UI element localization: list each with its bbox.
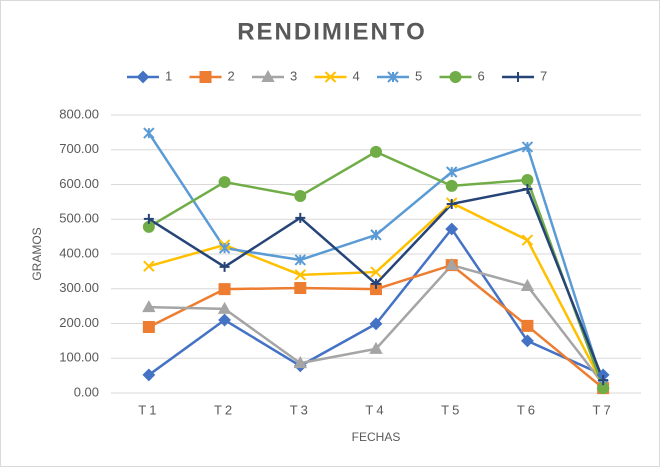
data-point	[143, 213, 154, 224]
legend-marker	[136, 70, 150, 84]
legend-label: 4	[353, 68, 360, 83]
data-point	[446, 198, 457, 209]
data-point	[598, 375, 609, 386]
data-point	[369, 145, 383, 158]
data-point	[369, 317, 383, 331]
x-tick-label: T5	[441, 402, 462, 417]
data-point	[294, 269, 306, 281]
legend-label: 7	[540, 68, 547, 83]
data-point	[142, 220, 155, 233]
x-tick-label: T7	[593, 402, 614, 417]
data-point	[520, 278, 535, 291]
data-point	[218, 283, 231, 296]
y-tick-label: 200.00	[59, 315, 99, 330]
data-point	[294, 254, 306, 266]
data-point	[521, 334, 534, 348]
x-tick-label: T1	[138, 402, 159, 417]
y-tick-label: 700.00	[59, 141, 99, 156]
y-tick-label: 0.00	[74, 384, 99, 399]
legend-marker	[261, 69, 275, 82]
data-point	[217, 301, 232, 314]
data-point	[369, 341, 383, 354]
legend-label: 1	[165, 68, 172, 83]
data-point	[597, 382, 610, 395]
data-point	[295, 212, 306, 223]
data-point	[293, 356, 307, 369]
legend-marker	[199, 71, 212, 83]
data-point	[521, 141, 534, 153]
x-tick-label: T2	[214, 402, 235, 417]
data-point	[521, 174, 534, 186]
data-point	[445, 258, 459, 271]
data-point	[370, 229, 382, 241]
data-point	[218, 313, 231, 327]
data-point	[219, 261, 230, 272]
legend-marker	[449, 71, 462, 83]
legend-label: 3	[290, 68, 297, 83]
y-tick-label: 500.00	[59, 211, 99, 226]
data-point	[445, 222, 459, 236]
x-axis-title: FECHAS	[352, 430, 401, 444]
data-point	[142, 300, 156, 313]
data-point	[143, 260, 155, 272]
legend-label: 6	[478, 68, 485, 83]
legend-marker	[513, 72, 523, 82]
y-axis-title: GRAMOS	[30, 227, 44, 280]
data-point	[521, 319, 534, 332]
data-point	[142, 320, 155, 333]
data-point	[143, 127, 155, 139]
data-point	[371, 278, 381, 289]
x-tick-label: T6	[517, 402, 538, 417]
y-tick-label: 300.00	[59, 280, 99, 295]
legend-marker	[387, 71, 399, 83]
y-tick-label: 400.00	[59, 245, 99, 260]
data-point	[445, 179, 458, 192]
data-point	[218, 242, 231, 254]
legend-label: 2	[228, 68, 235, 83]
y-tick-label: 100.00	[59, 350, 99, 365]
y-tick-label: 600.00	[59, 176, 99, 191]
data-point	[294, 190, 307, 202]
data-point	[522, 184, 533, 195]
data-point	[218, 176, 231, 188]
y-tick-label: 800.00	[59, 106, 99, 121]
data-point	[521, 234, 534, 246]
chart-title: RENDIMIENTO	[237, 18, 427, 45]
data-point	[370, 266, 382, 278]
x-tick-label: T4	[365, 402, 386, 417]
data-point	[294, 282, 307, 295]
data-point	[142, 368, 156, 382]
legend-label: 5	[415, 68, 422, 83]
data-point	[446, 166, 458, 178]
legend-marker	[324, 71, 337, 83]
x-tick-label: T3	[290, 402, 311, 417]
